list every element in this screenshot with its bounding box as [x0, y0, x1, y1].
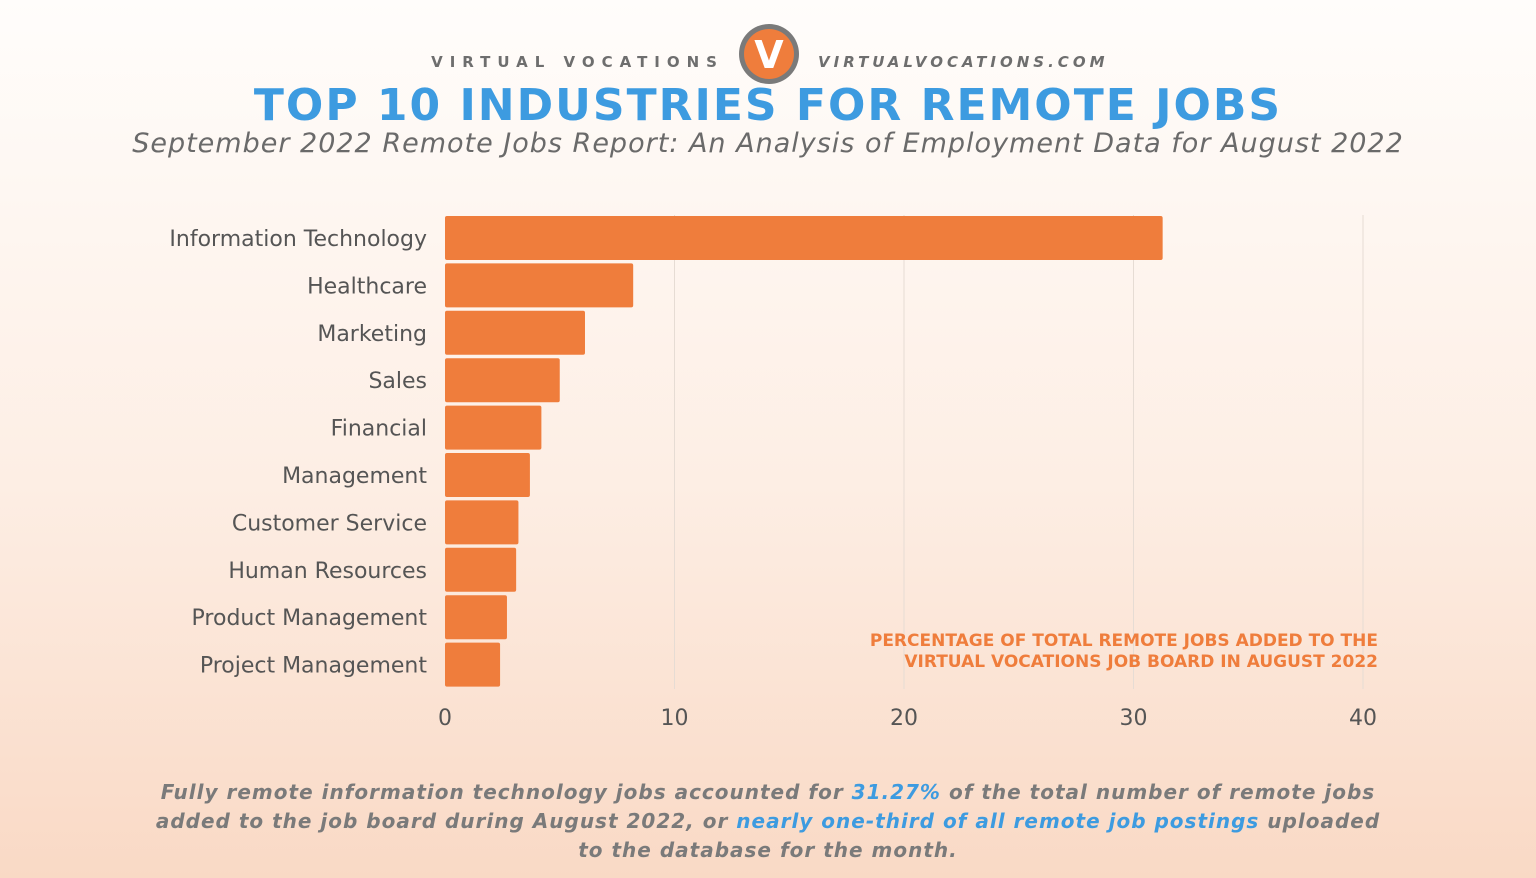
category-label: Human Resources: [228, 559, 427, 584]
bar-human-resources: [445, 547, 517, 592]
x-axis-ticks: 0 10 20 30 40: [438, 706, 1377, 731]
bar-healthcare: [445, 263, 634, 308]
bar-project-management: [445, 642, 501, 687]
brand-url: VIRTUALVOCATIONS.COM: [818, 53, 1109, 71]
chart-subtitle: September 2022 Remote Jobs Report: An An…: [132, 128, 1404, 159]
x-tick-label: 0: [438, 706, 452, 731]
category-label: Management: [282, 464, 427, 489]
virtual-vocations-logo: V: [739, 24, 799, 84]
grid-lines: [674, 215, 1364, 689]
x-tick-label: 20: [890, 706, 918, 731]
brand-name: VIRTUAL VOCATIONS: [431, 53, 724, 71]
x-tick-label: 40: [1349, 706, 1377, 731]
axis-note: PERCENTAGE OF TOTAL REMOTE JOBS ADDED TO…: [778, 631, 1378, 673]
footnote-text-1: Fully remote information technology jobs…: [160, 780, 852, 804]
x-tick-label: 30: [1120, 706, 1148, 731]
category-label: Financial: [331, 417, 427, 442]
bar-management: [445, 453, 530, 497]
bar-financial: [445, 405, 542, 450]
bar-information-technology: [445, 216, 1163, 260]
bar-marketing: [445, 310, 585, 355]
footnote-highlight-phrase: nearly one-third of all remote job posti…: [736, 809, 1260, 833]
category-label: Marketing: [317, 322, 427, 347]
footnote: Fully remote information technology jobs…: [150, 778, 1386, 865]
category-label: Information Technology: [169, 227, 427, 252]
category-label: Product Management: [192, 606, 428, 631]
bar-product-management: [445, 595, 507, 640]
chart-title: TOP 10 INDUSTRIES FOR REMOTE JOBS: [253, 80, 1283, 131]
logo-letter: V: [754, 33, 784, 77]
footnote-highlight-percent: 31.27%: [851, 780, 941, 804]
bar-customer-service: [445, 500, 519, 545]
axis-note-line-2: VIRTUAL VOCATIONS JOB BOARD IN AUGUST 20…: [904, 652, 1378, 672]
x-tick-label: 10: [661, 706, 689, 731]
footnote-text-2: of the total number of remote jobs added…: [155, 780, 1376, 833]
category-labels: Information Technology Healthcare Marketin…: [169, 227, 427, 679]
axis-note-line-1: PERCENTAGE OF TOTAL REMOTE JOBS ADDED TO…: [869, 631, 1378, 651]
bars: [445, 216, 1163, 687]
footnote-text-3: uploaded to the database for the month.: [578, 809, 1381, 862]
category-label: Customer Service: [232, 511, 427, 536]
header: VIRTUAL VOCATIONS V VIRTUALVOCATIONS.COM: [0, 10, 1536, 84]
bar-sales: [445, 358, 560, 403]
category-label: Project Management: [200, 654, 428, 679]
category-label: Sales: [368, 369, 427, 394]
category-label: Healthcare: [307, 274, 427, 299]
